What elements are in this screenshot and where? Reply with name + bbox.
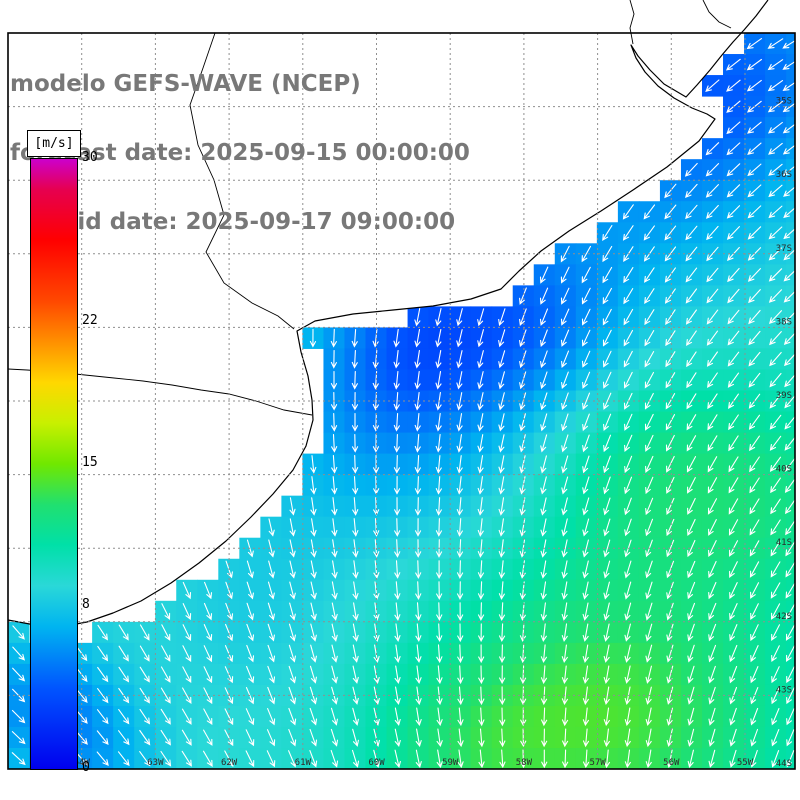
river-line (702, 0, 732, 29)
lon-label: 60W (368, 758, 385, 768)
lat-label: 40S (776, 465, 792, 475)
grid-lines (8, 33, 795, 769)
wind-arrows (11, 38, 795, 769)
lon-label: 59W (442, 758, 459, 768)
lat-label: 44S (776, 759, 792, 769)
lon-label: 57W (589, 758, 606, 768)
lon-label: 56W (663, 758, 680, 768)
lon-label: 62W (221, 758, 238, 768)
lat-label: 42S (776, 612, 792, 622)
lat-label: 35S (776, 97, 792, 107)
lat-label: 38S (776, 317, 792, 327)
land-mass (0, 0, 768, 627)
lon-label: 64W (74, 758, 91, 768)
lat-label: 36S (776, 170, 792, 180)
gridline-labels: 35S 36S 37S 38S 39S 40S 41S 42S 43S 44S 64W 63W 62W 6… (74, 97, 792, 769)
lat-label: 43S (776, 685, 792, 695)
river-line (189, 32, 295, 330)
river-line (629, 0, 635, 45)
lon-label: 58W (516, 758, 533, 768)
coastline (7, 0, 769, 628)
colorbar (30, 158, 78, 770)
lon-label: 63W (147, 758, 164, 768)
lat-label: 41S (776, 538, 792, 548)
lon-label: 61W (295, 758, 312, 768)
colorbar-unit-label: [m/s] (27, 130, 81, 157)
map-frame (7, 32, 796, 770)
lat-label: 37S (776, 244, 792, 254)
lat-label: 39S (776, 391, 792, 401)
lon-label: 55W (737, 758, 754, 768)
